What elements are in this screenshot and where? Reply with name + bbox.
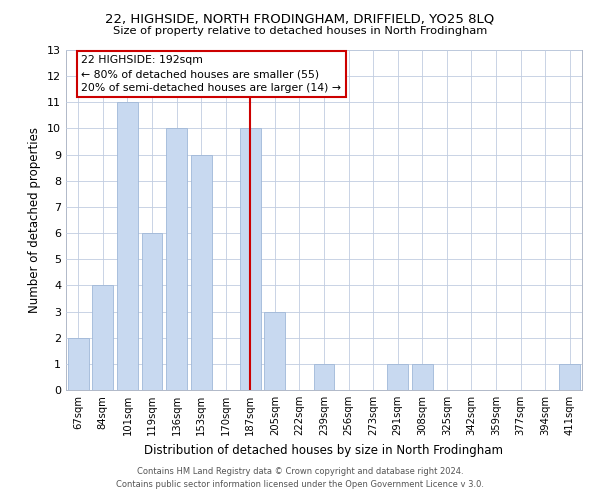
Bar <box>240 128 261 390</box>
X-axis label: Distribution of detached houses by size in North Frodingham: Distribution of detached houses by size … <box>145 444 503 456</box>
Bar <box>412 364 433 390</box>
Text: Size of property relative to detached houses in North Frodingham: Size of property relative to detached ho… <box>113 26 487 36</box>
Bar <box>387 364 408 390</box>
Bar <box>166 128 187 390</box>
Bar <box>142 233 163 390</box>
Bar <box>68 338 89 390</box>
Y-axis label: Number of detached properties: Number of detached properties <box>28 127 41 313</box>
Text: 22, HIGHSIDE, NORTH FRODINGHAM, DRIFFIELD, YO25 8LQ: 22, HIGHSIDE, NORTH FRODINGHAM, DRIFFIEL… <box>106 12 494 26</box>
Bar <box>559 364 580 390</box>
Bar <box>314 364 334 390</box>
Text: Contains public sector information licensed under the Open Government Licence v : Contains public sector information licen… <box>116 480 484 489</box>
Bar <box>117 102 138 390</box>
Bar <box>265 312 286 390</box>
Bar <box>191 154 212 390</box>
Bar <box>92 286 113 390</box>
Text: Contains HM Land Registry data © Crown copyright and database right 2024.: Contains HM Land Registry data © Crown c… <box>137 467 463 476</box>
Text: 22 HIGHSIDE: 192sqm
← 80% of detached houses are smaller (55)
20% of semi-detach: 22 HIGHSIDE: 192sqm ← 80% of detached ho… <box>82 55 341 93</box>
